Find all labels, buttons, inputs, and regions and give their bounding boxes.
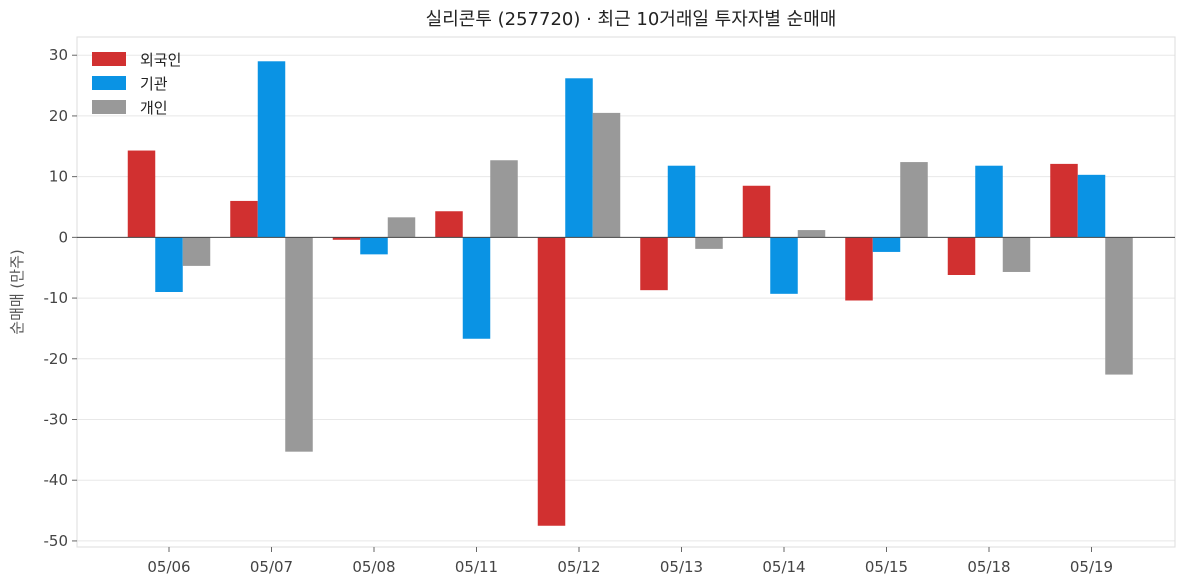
grid [77, 54, 1175, 542]
legend-swatch [92, 52, 126, 66]
x-tick-label: 05/19 [1070, 558, 1113, 576]
y-tick-label: -30 [44, 411, 69, 429]
y-tick-label: -10 [44, 289, 69, 307]
y-tick-label: 20 [49, 107, 68, 125]
x-tick-label: 05/07 [250, 558, 293, 576]
bar-외국인-05/07 [230, 200, 258, 238]
legend-swatch [92, 100, 126, 114]
legend-label: 외국인 [140, 51, 181, 69]
x-tick-label: 05/15 [865, 558, 908, 576]
x-tick-label: 05/14 [762, 558, 805, 576]
bar-개인-05/14 [797, 230, 826, 238]
y-tick-label: 30 [49, 46, 68, 64]
plot-frame [76, 36, 1176, 548]
bar-외국인-05/12 [537, 237, 566, 526]
y-tick-label: -20 [44, 350, 69, 368]
y-tick-label: 0 [58, 228, 68, 246]
x-tick-label: 05/13 [660, 558, 703, 576]
bar-기관-05/12 [565, 78, 593, 238]
bar-개인-05/19 [1105, 237, 1133, 375]
bar-외국인-05/19 [1050, 163, 1078, 238]
bar-기관-05/14 [770, 237, 798, 294]
bar-개인-05/13 [695, 237, 723, 249]
x-tick-label: 05/06 [147, 558, 190, 576]
bar-기관-05/15 [872, 237, 901, 252]
chart-title: 실리콘투 (257720) · 최근 10거래일 투자자별 순매매 [426, 9, 837, 30]
bar-기관-05/18 [975, 165, 1003, 238]
bar-개인-05/12 [592, 112, 621, 238]
bar-개인-05/15 [900, 162, 928, 238]
bar-외국인-05/08 [332, 237, 361, 240]
x-tick-label: 05/11 [455, 558, 498, 576]
y-axis: 30 20 10 0 -10 -20 -30 -40 -50 [44, 46, 77, 550]
bar-기관-05/08 [360, 237, 388, 255]
bar-외국인-05/15 [845, 237, 873, 301]
bar-개인-05/07 [285, 237, 313, 452]
y-axis-label: 순매매 (만주) [8, 249, 26, 334]
bar-외국인-05/14 [742, 185, 771, 238]
bar-개인-05/11 [490, 160, 518, 238]
bars [127, 61, 1133, 526]
bar-기관-05/06 [155, 237, 183, 292]
bar-외국인-05/18 [947, 237, 976, 275]
legend-label: 개인 [140, 99, 168, 117]
bar-외국인-05/13 [640, 237, 668, 291]
bar-외국인-05/06 [127, 150, 156, 238]
bar-개인-05/08 [387, 217, 416, 238]
x-axis: 05/06 05/07 05/08 05/11 05/12 05/13 05/14 05/15… [147, 547, 1113, 576]
bar-기관-05/07 [257, 61, 286, 238]
legend-swatch [92, 76, 126, 90]
bar-기관-05/11 [462, 237, 491, 339]
bar-기관-05/19 [1077, 174, 1106, 238]
bar-외국인-05/11 [435, 211, 463, 238]
y-tick-label: 10 [49, 168, 68, 186]
x-tick-label: 05/18 [967, 558, 1010, 576]
y-tick-label: -50 [44, 532, 69, 550]
bar-개인-05/18 [1002, 237, 1031, 272]
bar-개인-05/06 [182, 237, 211, 266]
y-tick-label: -40 [44, 471, 69, 489]
x-tick-label: 05/08 [352, 558, 395, 576]
x-tick-label: 05/12 [557, 558, 600, 576]
bar-기관-05/13 [667, 165, 696, 238]
legend-label: 기관 [140, 75, 168, 93]
